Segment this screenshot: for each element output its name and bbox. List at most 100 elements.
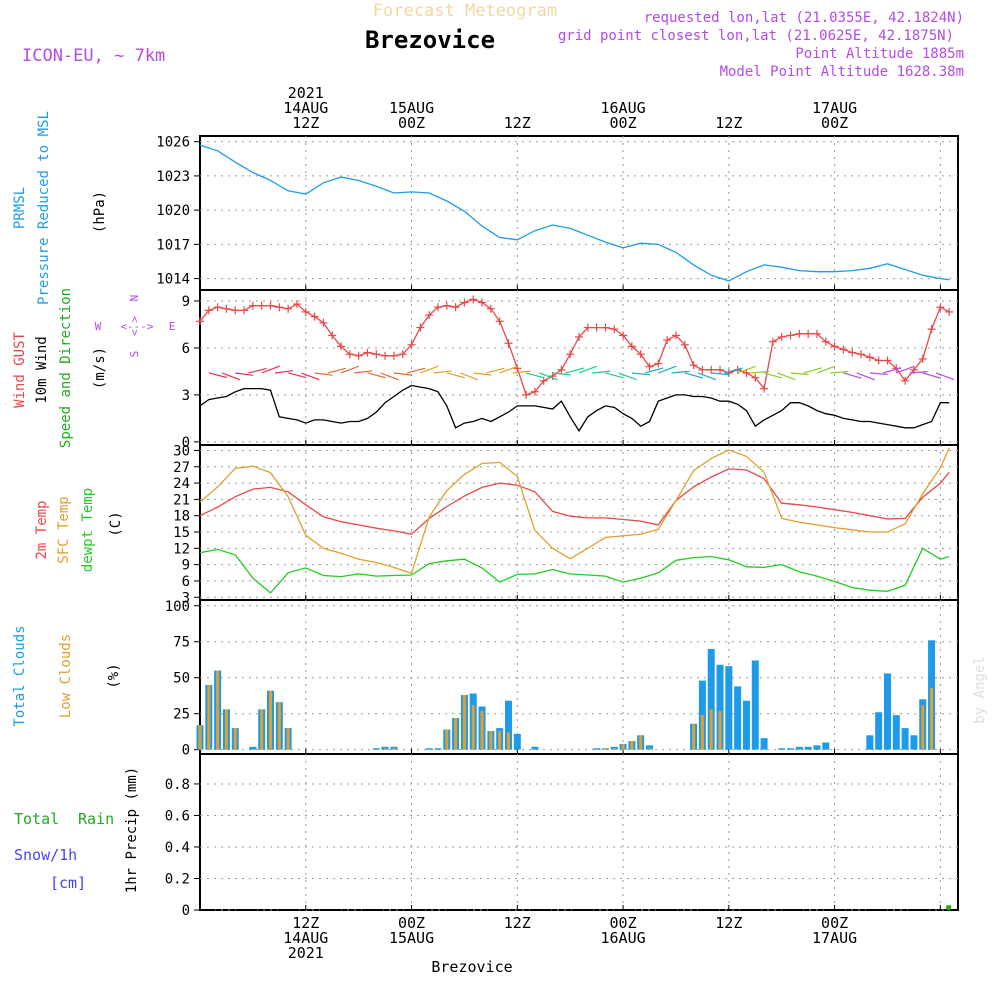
cloud-bar-low <box>207 684 211 750</box>
y-tick-label: 0 <box>182 743 190 759</box>
wind-arrow <box>406 367 426 374</box>
time-label-top: 12Z <box>715 114 742 132</box>
y-tick-label: 21 <box>173 492 190 508</box>
requested-point: requested lon,lat (21.0355E, 42.1824N) <box>644 10 964 26</box>
wind-arrow <box>843 372 862 379</box>
cloud-bar-low <box>392 748 396 750</box>
cloud-bar-total <box>372 748 380 750</box>
y-tick-label: 0.2 <box>165 871 190 887</box>
y-tick-label: 9 <box>182 558 190 574</box>
wind-arrow <box>446 372 465 379</box>
cloud-bar-low <box>224 709 228 750</box>
y-tick-label: 0 <box>182 903 190 919</box>
cloud-bar-low <box>921 705 925 750</box>
credit-watermark: by Angel <box>972 656 988 723</box>
time-label-top: 12Z <box>292 114 319 132</box>
model-altitude: Model Point Altitude 1628.38m <box>720 64 964 80</box>
wind-arrow <box>644 367 664 374</box>
compass-v: < > <box>128 316 141 336</box>
y-tick-label: 6 <box>182 341 190 357</box>
wind-speed-line <box>199 384 950 433</box>
grid-point: grid point closest lon,lat (21.0625E, 42… <box>558 28 954 44</box>
cloud-bar-total <box>866 735 874 750</box>
wind-arrow <box>235 372 254 376</box>
wind-arrow <box>314 372 333 376</box>
wind-arrow <box>499 365 518 374</box>
cloud-bar-low <box>233 728 237 750</box>
cloud-bar-low <box>630 741 634 750</box>
low-clouds-label: Low Clouds <box>58 634 74 718</box>
cloud-bar-total <box>425 748 433 750</box>
wind-arrow <box>592 370 611 374</box>
cloud-bar-low <box>480 710 484 750</box>
cloud-bar-total <box>434 748 442 750</box>
y-tick-label: 15 <box>173 525 190 541</box>
y-tick-label: 27 <box>173 460 190 476</box>
wind-arrow <box>565 367 584 374</box>
y-tick-label: 9 <box>182 294 190 310</box>
wind-arrow <box>658 365 677 374</box>
time-label-top: 14AUG <box>283 99 328 117</box>
wind-arrow <box>711 372 730 376</box>
wind-arrow <box>512 370 531 374</box>
wind-arrow <box>724 367 743 374</box>
cloud-bar-low <box>700 715 704 750</box>
cloud-bar-total <box>742 700 750 750</box>
temp-dewpt-line <box>199 547 950 594</box>
pressure-unit: (hPa) <box>92 191 108 233</box>
cloud-bar-low <box>489 730 493 750</box>
wind-arrow <box>473 372 492 376</box>
cloud-bar-low <box>621 743 625 750</box>
total-clouds-label: Total Clouds <box>12 625 28 726</box>
wind-arrow <box>830 370 849 374</box>
y-tick-label: 0.6 <box>165 808 190 824</box>
wind-arrow <box>287 372 307 379</box>
cloud-bar-total <box>707 648 715 750</box>
cloud-bar-low <box>603 748 607 750</box>
time-label-top: 12Z <box>504 114 531 132</box>
y-tick-label: 3 <box>182 590 190 606</box>
precip-bar <box>946 905 952 910</box>
time-label-top: 17AUG <box>812 99 857 117</box>
cloud-bar-total <box>910 735 918 750</box>
compass-h: <---> <box>120 320 153 333</box>
wind-arrow <box>631 372 650 376</box>
wind-arrow <box>248 367 267 374</box>
time-label-bottom: 12Z <box>504 914 531 932</box>
cloud-bar-total <box>610 746 618 750</box>
compass-s: S <box>128 351 141 358</box>
wind-arrow <box>578 365 598 374</box>
wind-arrow <box>697 372 717 381</box>
cloud-bar-total <box>892 715 900 750</box>
wind-arrow <box>605 372 624 379</box>
cloud-bar-low <box>383 748 387 750</box>
temp-sfc-label: SFC Temp <box>56 496 72 563</box>
time-label-bottom: 14AUG <box>283 929 328 947</box>
cloud-bar-low <box>692 723 696 750</box>
wind-arrow <box>274 370 293 374</box>
wind-arrow <box>327 367 346 374</box>
model-label: ICON-EU, ~ 7km <box>22 46 165 66</box>
wind-arrow <box>684 372 703 379</box>
cloud-bar-total <box>822 742 830 750</box>
cloud-bar-low <box>277 702 281 750</box>
time-label-top: 2021 <box>288 84 324 102</box>
cloud-bar-low <box>462 694 466 750</box>
cloud-bar-low <box>709 709 713 750</box>
cloud-bar-total <box>751 660 759 750</box>
cloud-bar-total <box>778 748 786 750</box>
wind-arrow <box>261 365 280 374</box>
time-label-top: 00Z <box>821 114 848 132</box>
pressure-label-2: Pressure Reduced to MSL <box>36 111 52 305</box>
cloud-bar-low <box>930 687 934 750</box>
wind-arrow <box>935 372 955 381</box>
y-tick-label: 1020 <box>156 203 190 219</box>
y-tick-label: 1026 <box>156 135 190 151</box>
wind-arrow <box>459 372 479 381</box>
wind-arrow <box>486 367 505 374</box>
panel-frame-wind <box>199 289 959 446</box>
cloud-bar-total <box>813 745 821 750</box>
cloud-bar-total <box>716 664 724 750</box>
wind-arrow <box>525 372 545 379</box>
